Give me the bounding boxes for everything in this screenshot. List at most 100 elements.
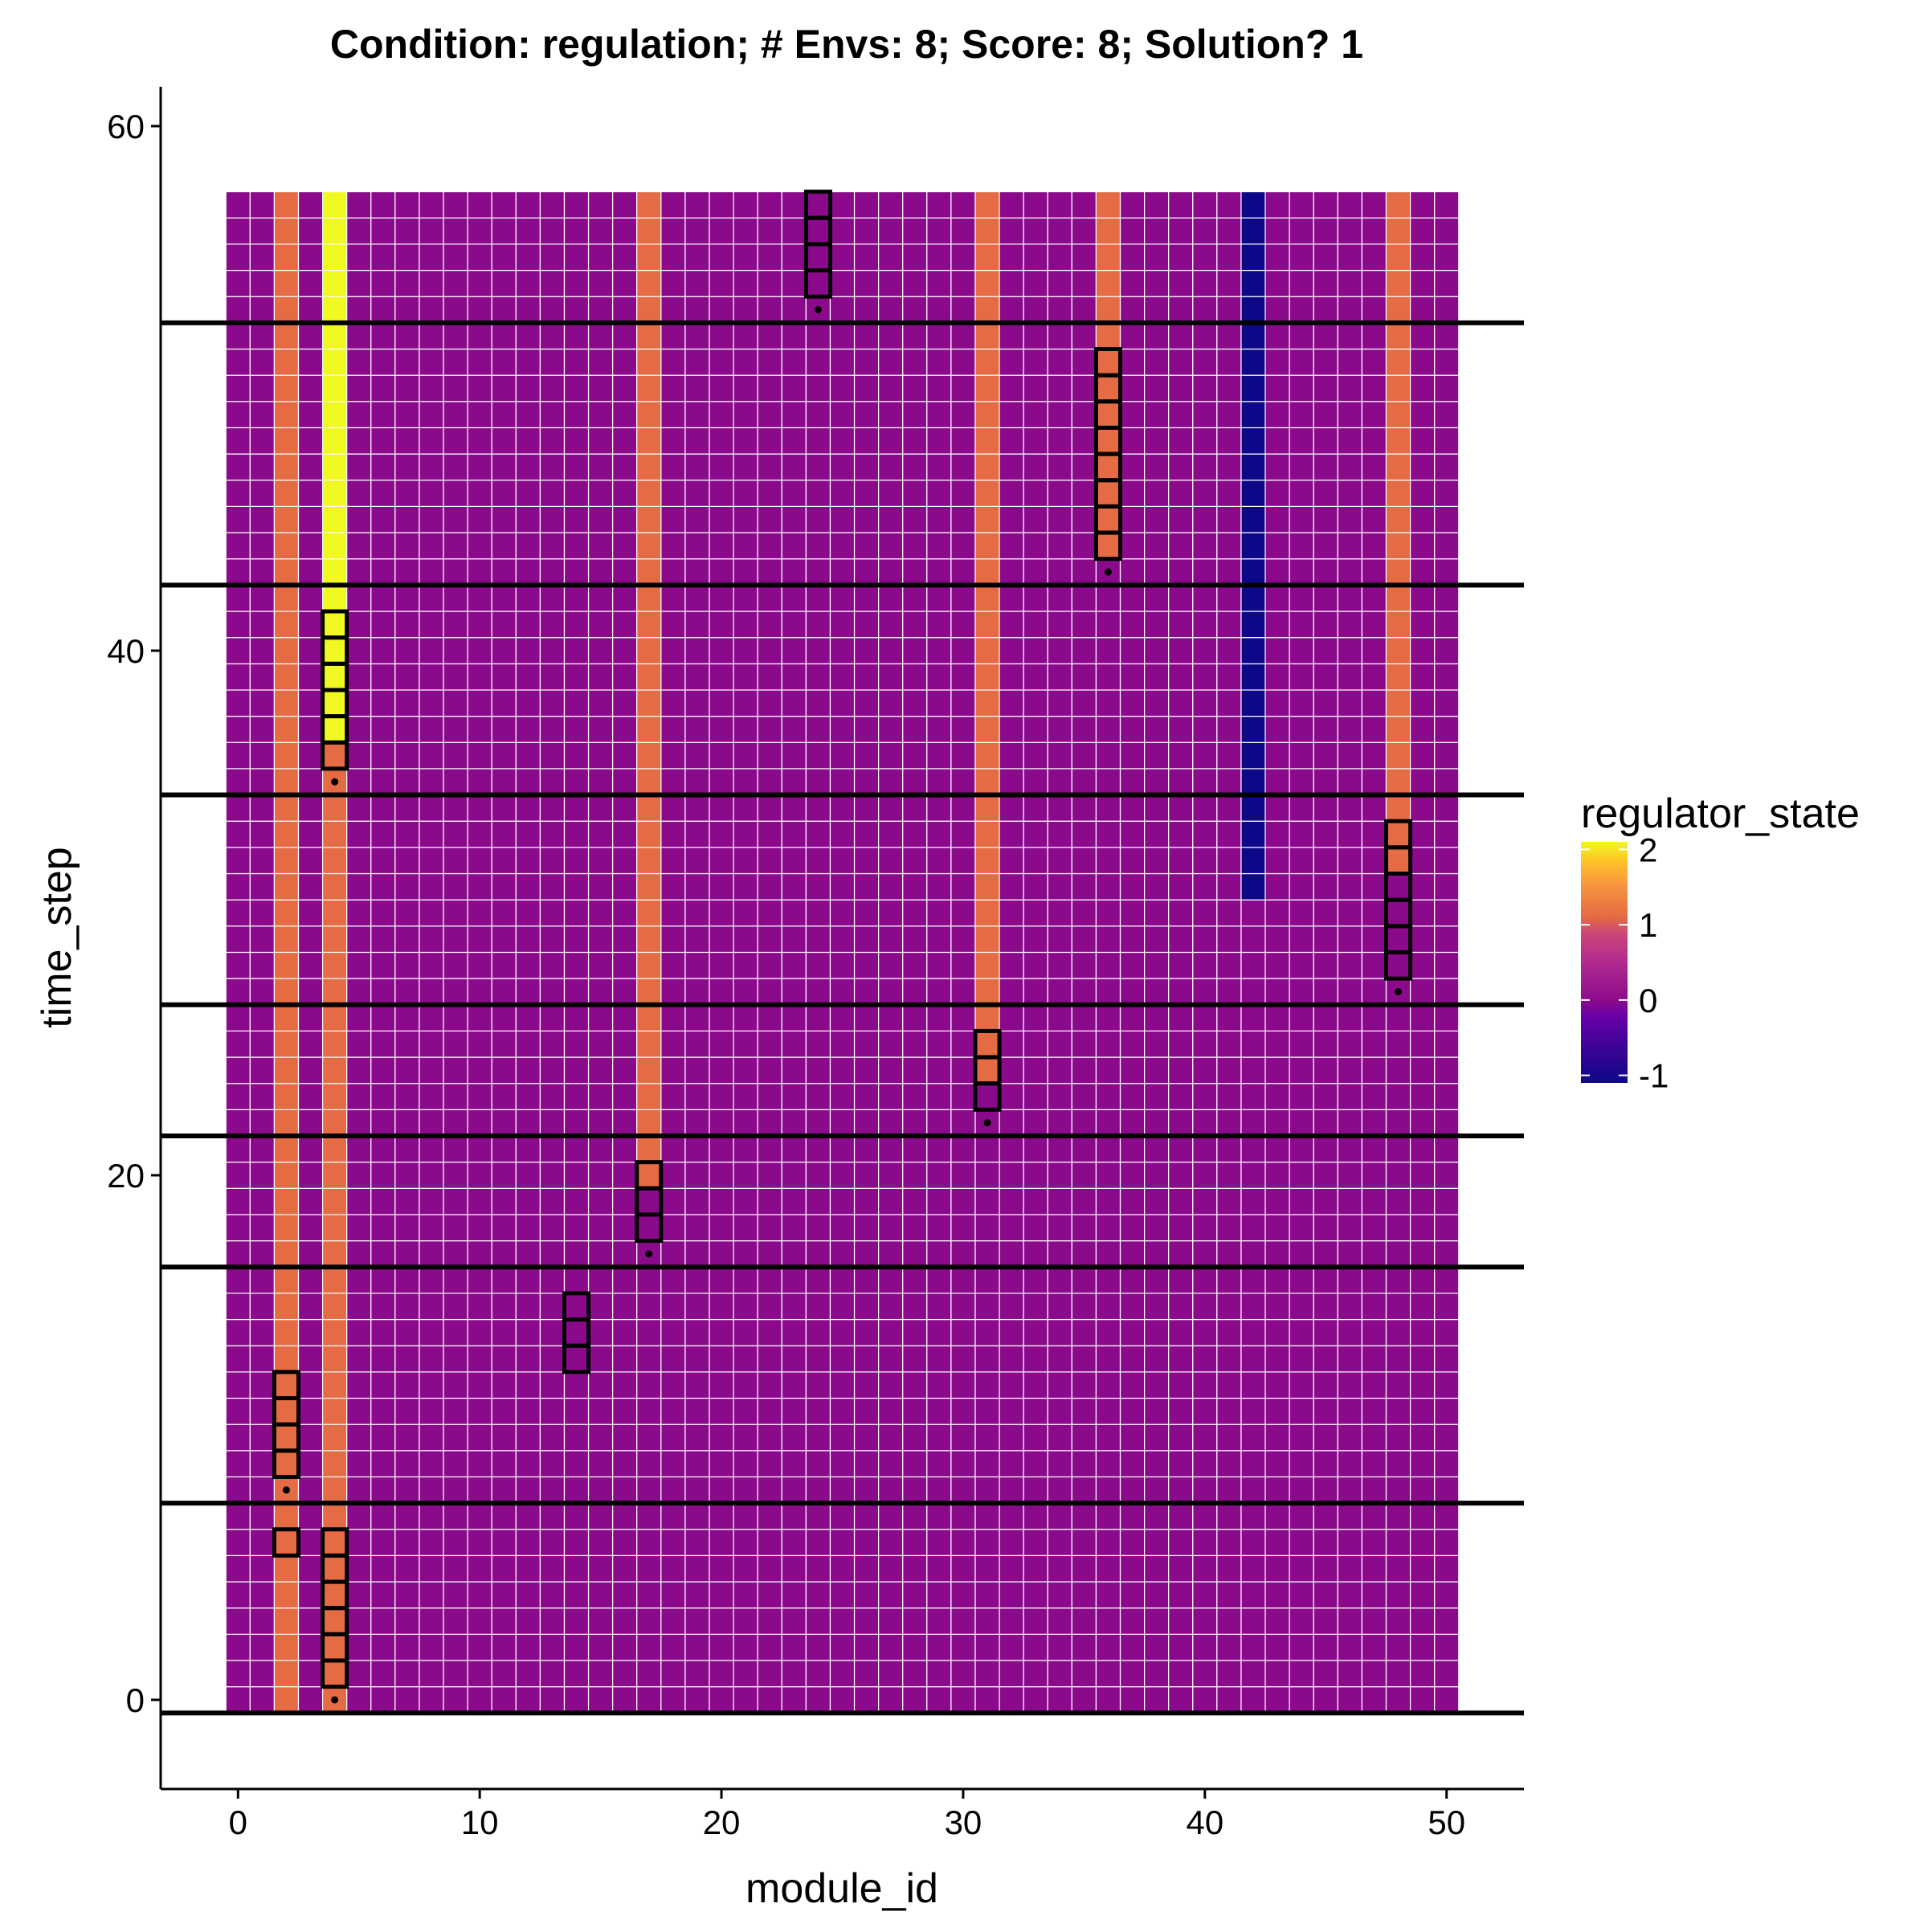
heatmap-cell — [1047, 1423, 1072, 1452]
heatmap-cell — [878, 1056, 904, 1084]
heatmap-cell — [733, 820, 758, 848]
heatmap-cell — [853, 1109, 880, 1137]
heatmap-cell — [1264, 1293, 1290, 1321]
heatmap-cell — [1216, 820, 1242, 848]
heatmap-cell — [974, 978, 1000, 1006]
heatmap-cell — [781, 1293, 807, 1321]
heatmap-cell — [1240, 348, 1266, 376]
heatmap-cell — [1313, 1633, 1338, 1661]
heatmap-cell — [539, 1318, 566, 1346]
heatmap-cell — [781, 1083, 807, 1110]
heatmap-cell — [515, 978, 541, 1006]
heatmap-cell — [1168, 1135, 1194, 1163]
heatmap-cell — [273, 348, 300, 376]
heatmap-cell — [829, 1607, 856, 1635]
heatmap-cell — [249, 716, 276, 743]
heatmap-cell — [902, 269, 928, 297]
heatmap-cell — [273, 978, 300, 1006]
heatmap-cell — [1095, 1004, 1121, 1032]
heatmap-cell — [1337, 872, 1363, 901]
heatmap-cell — [1289, 951, 1314, 979]
heatmap-cell — [709, 1450, 734, 1478]
heatmap-cell — [370, 1607, 396, 1635]
heatmap-cell — [1264, 1476, 1290, 1504]
heatmap-cell — [709, 637, 734, 664]
heatmap-cell — [321, 453, 348, 481]
heatmap-cell — [1168, 1686, 1194, 1713]
heatmap-cell — [974, 1502, 1000, 1530]
heatmap-cell — [1047, 1371, 1072, 1399]
heatmap-cell — [926, 1502, 952, 1530]
heatmap-cell — [1313, 584, 1338, 612]
heatmap-cell — [684, 1083, 710, 1110]
heatmap-cell — [999, 1581, 1024, 1609]
heatmap-cell — [805, 1083, 831, 1110]
heatmap-cell — [757, 505, 782, 533]
heatmap-cell — [419, 768, 444, 796]
y-tick-label: 40 — [107, 632, 145, 670]
heatmap-cell — [1337, 1423, 1363, 1452]
heatmap-cell — [684, 217, 710, 245]
heatmap-cell — [950, 1318, 976, 1346]
heatmap-cell — [974, 401, 1000, 429]
heatmap-cell — [999, 1686, 1024, 1713]
heatmap-cell — [225, 1660, 251, 1688]
heatmap-cell — [587, 1030, 614, 1058]
heatmap-cell — [370, 1581, 396, 1609]
heatmap-cell — [467, 978, 492, 1006]
heatmap-cell — [999, 1109, 1024, 1137]
heatmap-cell — [1144, 1004, 1170, 1032]
heatmap-cell — [1095, 191, 1121, 219]
heatmap-cell — [1095, 1083, 1121, 1110]
heatmap-cell — [684, 1397, 710, 1425]
heatmap-cell — [636, 1214, 662, 1242]
heatmap-cell — [1337, 1607, 1363, 1635]
heatmap-cell — [1289, 847, 1314, 875]
heatmap-cell — [443, 1423, 468, 1452]
heatmap-cell — [1192, 1371, 1218, 1399]
heatmap-cell — [1385, 689, 1411, 717]
heatmap-cell — [443, 1056, 468, 1084]
heatmap-cell — [1144, 689, 1170, 717]
heatmap-cell — [1240, 768, 1266, 796]
heatmap-cell — [684, 1529, 710, 1557]
heatmap-cell — [684, 296, 710, 324]
heatmap-cell — [950, 427, 976, 455]
heatmap-cell — [926, 820, 952, 848]
heatmap-cell — [1047, 191, 1072, 219]
heatmap-cell — [1168, 480, 1194, 508]
heatmap-cell — [563, 1004, 590, 1032]
heatmap-cell — [805, 191, 831, 219]
heatmap-cell — [1119, 925, 1146, 954]
heatmap-cell — [926, 1371, 952, 1399]
heatmap-cell — [321, 584, 348, 612]
heatmap-cell — [1119, 768, 1146, 796]
heatmap-cell — [321, 427, 348, 455]
heatmap-cell — [1385, 820, 1411, 848]
heatmap-cell — [1434, 1266, 1460, 1294]
heatmap-cell — [1361, 768, 1387, 796]
heatmap-cell — [926, 296, 952, 324]
heatmap-cell — [1168, 584, 1194, 612]
heatmap-cell — [491, 269, 517, 297]
heatmap-cell — [563, 1162, 590, 1189]
heatmap-cell — [1264, 374, 1290, 402]
heatmap-cell — [1240, 532, 1266, 560]
heatmap-cell — [829, 1214, 856, 1242]
heatmap-cell — [781, 899, 807, 927]
heatmap-cell — [563, 1318, 590, 1346]
heatmap-cell — [660, 1502, 686, 1530]
heatmap-cell — [1095, 611, 1121, 639]
heatmap-cell — [346, 296, 372, 324]
heatmap-cell — [1216, 558, 1242, 586]
heatmap-cell — [757, 1004, 782, 1032]
heatmap-cell — [733, 1371, 758, 1399]
heatmap-cell — [370, 453, 396, 481]
heatmap-cell — [1337, 1397, 1363, 1425]
heatmap-cell — [709, 1162, 734, 1189]
heatmap-cell — [1264, 1004, 1290, 1032]
heatmap-cell — [1264, 1660, 1290, 1688]
heatmap-cell — [1337, 243, 1363, 272]
heatmap-cell — [926, 374, 952, 402]
heatmap-cell — [1095, 1345, 1121, 1373]
